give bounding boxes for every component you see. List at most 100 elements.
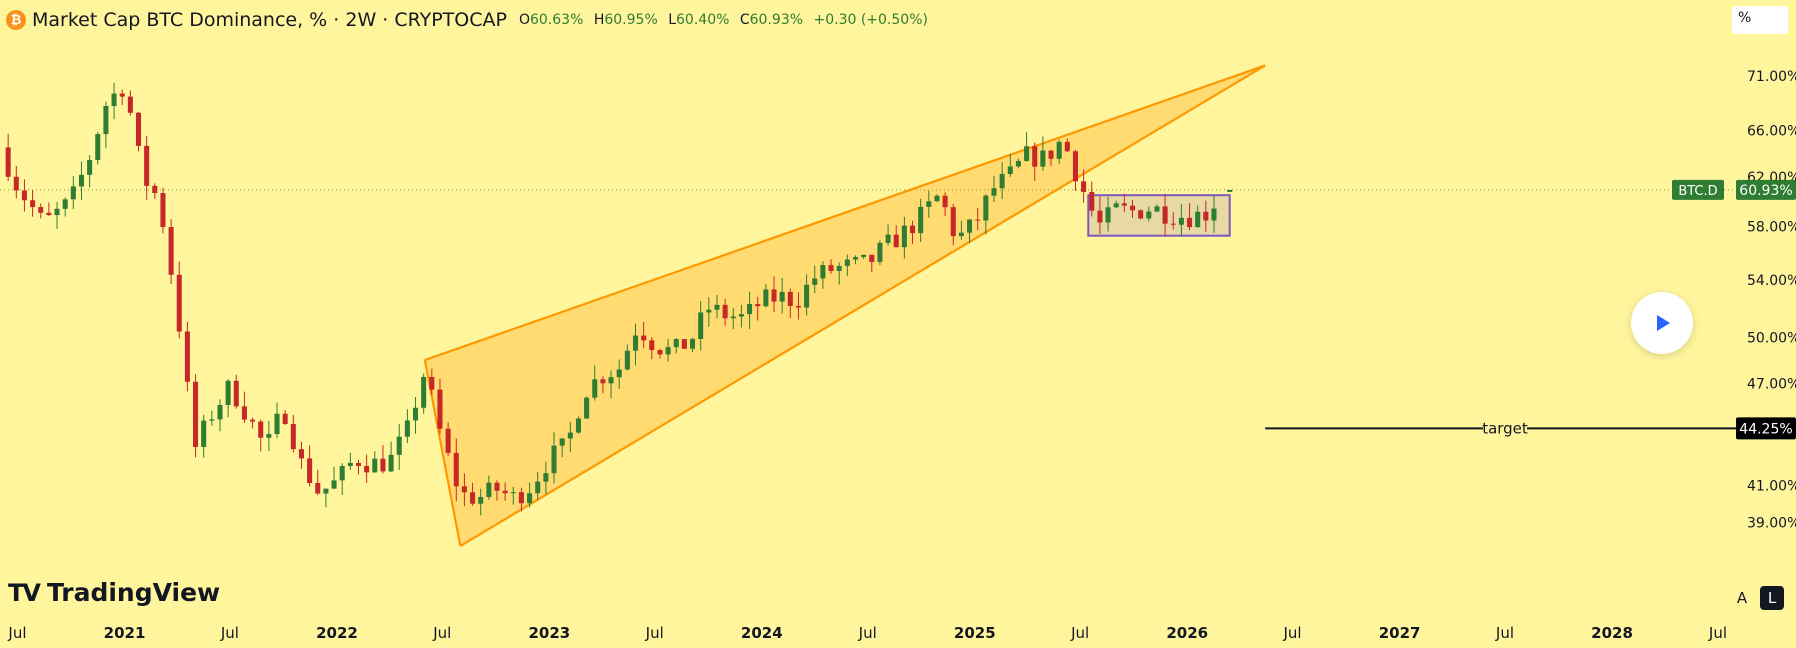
- candle: [1154, 204, 1160, 213]
- candle-body: [1113, 203, 1119, 208]
- unit-selector[interactable]: %: [1732, 6, 1788, 34]
- candle: [836, 262, 842, 285]
- ohlc-readout: O60.63% H60.95% L60.40% C60.93% +0.30 (+…: [519, 12, 934, 28]
- symbol-title[interactable]: Market Cap BTC Dominance, % · 2W · CRYPT…: [32, 9, 507, 31]
- candle-body: [991, 188, 997, 196]
- candle-body: [1105, 207, 1111, 223]
- candle: [934, 194, 940, 202]
- candle-body: [747, 304, 753, 315]
- candle: [690, 337, 696, 353]
- candle: [127, 90, 133, 116]
- candle: [331, 466, 337, 489]
- candle: [388, 441, 394, 472]
- candle: [1146, 206, 1152, 222]
- candle: [975, 207, 981, 231]
- candle: [755, 296, 761, 321]
- candle: [290, 414, 296, 453]
- candle: [135, 111, 142, 152]
- candle-body: [184, 331, 190, 382]
- candle: [1015, 158, 1021, 169]
- candle-body: [30, 200, 36, 208]
- price-axis-tick-label: 66.00%: [1747, 123, 1796, 139]
- candle: [461, 473, 467, 507]
- play-icon: [1657, 315, 1670, 331]
- candle-body: [298, 449, 304, 459]
- candle: [241, 391, 247, 423]
- price-axis-tick-label: 39.00%: [1747, 516, 1796, 532]
- candle-body: [763, 289, 769, 307]
- candle-body: [918, 206, 924, 234]
- candle: [70, 176, 76, 209]
- candle-body: [331, 480, 337, 489]
- candle: [698, 300, 704, 351]
- candle: [1138, 209, 1144, 220]
- candle-body: [909, 225, 916, 234]
- candle: [1064, 138, 1070, 153]
- tradingview-logo: TV TradingView: [8, 578, 220, 607]
- candle-body: [665, 347, 671, 355]
- candle-body: [119, 93, 125, 97]
- log-scale-button[interactable]: L: [1760, 586, 1784, 610]
- candle-body: [380, 458, 386, 472]
- candle-body: [1064, 141, 1070, 152]
- candle-body: [820, 265, 826, 279]
- candle-body: [1162, 206, 1168, 224]
- target-line-drawing[interactable]: target: [1265, 419, 1736, 437]
- close-value: 60.93%: [749, 12, 804, 28]
- candle-body: [486, 482, 492, 497]
- candle-body: [54, 208, 60, 216]
- candle-body: [339, 465, 345, 481]
- candle-body: [535, 481, 541, 494]
- time-axis-tick-label: Jul: [1495, 624, 1514, 642]
- candle-body: [21, 190, 27, 201]
- candle: [1105, 196, 1111, 232]
- price-axis[interactable]: 71.00%66.00%62.00%58.00%54.00%50.00%47.0…: [1747, 69, 1796, 532]
- candle: [396, 423, 402, 470]
- candle: [486, 475, 492, 500]
- candle: [1170, 212, 1176, 230]
- candle: [176, 261, 182, 339]
- candle-body: [241, 406, 247, 420]
- candle-body: [168, 227, 174, 275]
- chart-header: ₿ Market Cap BTC Dominance, % · 2W · CRY…: [6, 8, 934, 32]
- time-axis[interactable]: Jul 2021 Jul 2022 Jul 2023 Jul 2024 Jul 2025 Jul 20…: [7, 624, 1727, 642]
- candle: [250, 417, 256, 429]
- candle-body: [738, 314, 744, 317]
- candle-body: [690, 338, 696, 349]
- candle-body: [494, 482, 500, 491]
- candle-body: [657, 350, 663, 355]
- candle-body: [445, 428, 451, 453]
- time-axis-tick-label: Jul: [1708, 624, 1727, 642]
- candle-body: [1211, 208, 1217, 221]
- candle-body: [681, 339, 687, 349]
- candle: [421, 373, 427, 414]
- candle: [30, 190, 36, 217]
- candle-body: [250, 419, 256, 422]
- candle-body: [13, 176, 19, 191]
- candle: [282, 410, 288, 426]
- candle-body: [714, 304, 720, 310]
- candle-body: [942, 195, 948, 208]
- candle-body: [233, 380, 239, 407]
- candle: [575, 416, 581, 434]
- auto-scale-button[interactable]: A: [1736, 589, 1748, 607]
- candle-body: [934, 195, 940, 202]
- candle: [38, 203, 44, 219]
- symbol-tag-bg: [1672, 179, 1724, 200]
- high-value: 60.95%: [604, 12, 658, 28]
- candle: [624, 344, 630, 371]
- candle: [551, 432, 557, 484]
- candle: [87, 155, 93, 188]
- candle-body: [404, 420, 410, 437]
- wedge-upper-line: [424, 64, 1266, 362]
- time-axis-tick-label: 2028: [1591, 624, 1633, 642]
- tradingview-mark-icon: TV: [8, 578, 41, 607]
- candle-body: [307, 458, 313, 483]
- time-axis-tick-label: Jul: [7, 624, 26, 642]
- candle: [429, 368, 435, 395]
- replay-button[interactable]: [1631, 292, 1693, 354]
- candle: [901, 216, 907, 259]
- candle-body: [950, 207, 956, 237]
- rising-wedge-drawing[interactable]: [423, 64, 1266, 547]
